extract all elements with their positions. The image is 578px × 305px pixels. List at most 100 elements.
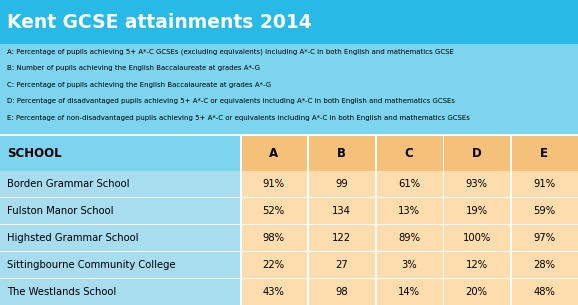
Text: D: Percentage of disadvantaged pupils achieving 5+ A*-C or equivalents including: D: Percentage of disadvantaged pupils ac…	[7, 98, 455, 104]
Bar	[510, 171, 512, 197]
Bar	[307, 279, 309, 305]
Bar	[240, 279, 307, 305]
Bar	[510, 252, 512, 278]
Bar	[375, 225, 443, 251]
Text: Sittingbourne Community College: Sittingbourne Community College	[7, 260, 176, 270]
Text: SCHOOL: SCHOOL	[7, 147, 62, 160]
Text: 93%: 93%	[465, 179, 488, 189]
Bar	[443, 171, 444, 197]
Text: 20%: 20%	[465, 287, 488, 297]
Text: 98%: 98%	[262, 233, 285, 243]
Bar	[0, 197, 578, 198]
Bar	[0, 198, 240, 224]
Text: 52%: 52%	[262, 206, 285, 216]
Bar	[307, 198, 309, 224]
Bar	[0, 225, 240, 251]
Bar	[307, 171, 375, 197]
Bar	[0, 251, 578, 252]
Text: 48%: 48%	[533, 287, 555, 297]
Bar	[375, 279, 443, 305]
Bar	[0, 134, 578, 136]
Bar	[307, 252, 375, 278]
Text: 97%: 97%	[533, 233, 555, 243]
Text: 99: 99	[335, 179, 348, 189]
Bar	[307, 136, 309, 171]
Bar	[375, 171, 443, 197]
Bar	[0, 252, 240, 278]
Bar	[240, 252, 307, 278]
Bar	[375, 252, 443, 278]
Bar	[443, 136, 510, 171]
Bar	[307, 136, 375, 171]
Bar	[510, 225, 512, 251]
Text: E: E	[540, 147, 548, 160]
Bar	[510, 279, 578, 305]
Bar	[510, 198, 512, 224]
Bar	[0, 0, 578, 44]
Bar	[0, 44, 578, 134]
Bar	[240, 136, 307, 171]
Bar	[510, 136, 578, 171]
Text: 13%: 13%	[398, 206, 420, 216]
Bar	[375, 198, 377, 224]
Text: 91%: 91%	[533, 179, 555, 189]
Text: B: Number of pupils achieving the English Baccalaureate at grades A*-G: B: Number of pupils achieving the Englis…	[7, 65, 260, 71]
Bar	[0, 279, 240, 305]
Bar	[0, 224, 578, 225]
Text: C: C	[405, 147, 413, 160]
Bar	[375, 252, 377, 278]
Text: C: Percentage of pupils achieving the English Baccalaureate at grades A*-G: C: Percentage of pupils achieving the En…	[7, 82, 271, 88]
Bar	[443, 198, 444, 224]
Text: The Westlands School: The Westlands School	[7, 287, 116, 297]
Text: Kent GCSE attainments 2014: Kent GCSE attainments 2014	[7, 13, 312, 32]
Text: 22%: 22%	[262, 260, 285, 270]
Bar	[443, 225, 510, 251]
Bar	[510, 252, 578, 278]
Bar	[510, 198, 578, 224]
Bar	[240, 279, 242, 305]
Bar	[307, 171, 309, 197]
Bar	[510, 279, 512, 305]
Text: 91%: 91%	[262, 179, 285, 189]
Bar	[240, 198, 242, 224]
Bar	[307, 225, 309, 251]
Bar	[443, 225, 444, 251]
Bar	[443, 252, 444, 278]
Text: 28%: 28%	[533, 260, 555, 270]
Bar	[307, 252, 309, 278]
Text: 14%: 14%	[398, 287, 420, 297]
Bar	[375, 225, 377, 251]
Text: 122: 122	[332, 233, 351, 243]
Bar	[240, 171, 242, 197]
Bar	[443, 136, 444, 171]
Bar	[240, 225, 242, 251]
Text: E: Percentage of non-disadvantaged pupils achieving 5+ A*-C or equivalents inclu: E: Percentage of non-disadvantaged pupil…	[7, 115, 470, 121]
Bar	[307, 198, 375, 224]
Text: A: Percentage of pupils achieving 5+ A*-C GCSEs (excluding equivalents) includin: A: Percentage of pupils achieving 5+ A*-…	[7, 49, 454, 55]
Bar	[240, 171, 307, 197]
Bar	[443, 252, 510, 278]
Bar	[307, 225, 375, 251]
Bar	[375, 136, 377, 171]
Bar	[240, 136, 242, 171]
Bar	[375, 198, 443, 224]
Bar	[510, 136, 512, 171]
Bar	[240, 252, 242, 278]
Bar	[510, 171, 578, 197]
Text: 98: 98	[335, 287, 347, 297]
Text: 59%: 59%	[533, 206, 555, 216]
Bar	[443, 279, 444, 305]
Text: 89%: 89%	[398, 233, 420, 243]
Text: 61%: 61%	[398, 179, 420, 189]
Text: Highsted Grammar School: Highsted Grammar School	[7, 233, 139, 243]
Text: 27: 27	[335, 260, 348, 270]
Bar	[443, 279, 510, 305]
Text: A: A	[269, 147, 278, 160]
Text: 19%: 19%	[465, 206, 488, 216]
Text: 3%: 3%	[401, 260, 417, 270]
Bar	[443, 171, 510, 197]
Bar	[0, 136, 240, 171]
Bar	[0, 278, 578, 279]
Bar	[443, 198, 510, 224]
Text: 134: 134	[332, 206, 351, 216]
